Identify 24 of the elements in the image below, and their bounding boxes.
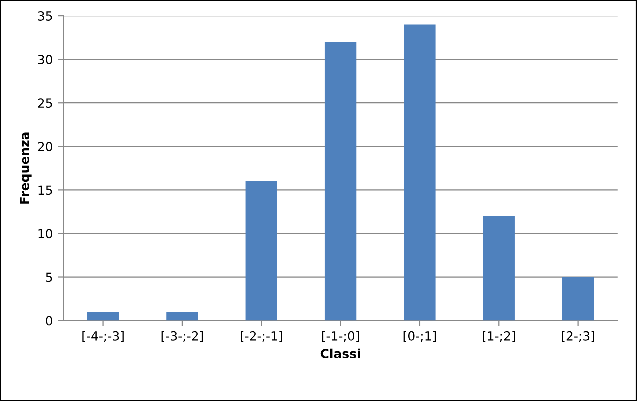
x-tick-label: [2-;3] [562, 331, 594, 342]
x-tick-label: [-4-;-3] [82, 331, 124, 342]
bar [166, 312, 198, 321]
bar [324, 42, 357, 321]
y-tick-label: 30 [38, 55, 52, 65]
x-tick-label: [-3-;-2] [162, 331, 204, 342]
bar [562, 277, 594, 321]
y-tick-label: 10 [38, 229, 52, 239]
bar [483, 216, 515, 321]
y-tick-label: 0 [46, 316, 52, 326]
y-tick-label: 35 [38, 12, 52, 21]
x-tick-label: [-2-;-1] [241, 331, 282, 342]
x-tick-label: [-1-;0] [322, 331, 360, 342]
y-tick-label: 5 [46, 272, 52, 282]
x-tick-label: [1-;2] [483, 331, 516, 342]
x-axis-title: Classi [320, 348, 360, 359]
bar [404, 24, 436, 321]
y-axis-title: Frequenza [20, 132, 32, 204]
bar [246, 181, 278, 321]
y-tick-label: 15 [38, 186, 52, 196]
y-tick-label: 20 [38, 142, 52, 152]
y-tick-label: 25 [38, 98, 52, 108]
bar [87, 312, 120, 321]
x-tick-label: [0-;1] [404, 331, 436, 342]
